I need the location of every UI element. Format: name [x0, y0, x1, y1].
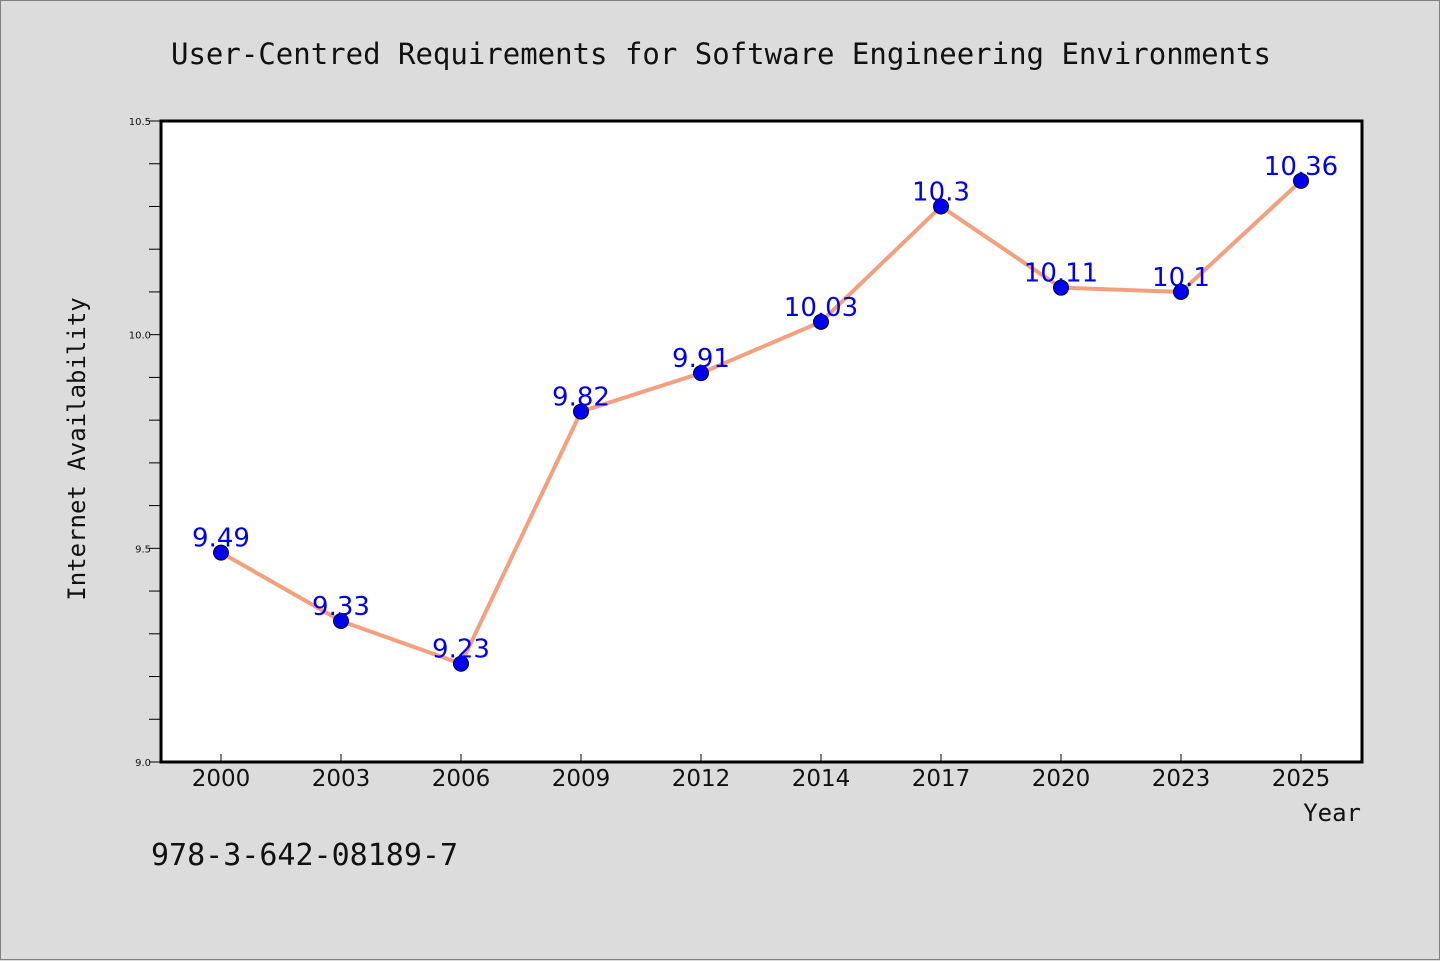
- data-point-marker: [1293, 172, 1309, 189]
- y-tick-label: 9.5: [135, 544, 151, 555]
- isbn-footer: 978-3-642-08189-7: [151, 838, 458, 873]
- x-tick-label: 2017: [912, 766, 971, 792]
- data-point-marker: [573, 403, 589, 420]
- y-tick-label: 10.0: [129, 331, 151, 342]
- x-tick-label: 2006: [432, 766, 491, 792]
- series-line-layer: [220, 179, 1303, 666]
- y-axis-label: Internet Availability: [63, 297, 91, 600]
- data-point-label: 10.03: [784, 293, 858, 323]
- series-line: [220, 179, 1303, 666]
- plot-area: [159, 119, 1364, 764]
- marker-layer: [213, 172, 1309, 672]
- x-axis-label: Year: [1303, 799, 1361, 827]
- data-point-marker: [813, 313, 829, 330]
- y-tick-label: 9.0: [135, 758, 151, 769]
- x-tick-label: 2009: [552, 766, 611, 792]
- data-point-marker: [453, 655, 469, 672]
- data-point-label: 9.91: [672, 344, 730, 374]
- data-point-label: 9.49: [192, 524, 250, 554]
- data-point-marker: [1053, 279, 1069, 296]
- data-point-marker: [333, 612, 349, 629]
- data-point-label: 10.1: [1152, 263, 1210, 293]
- data-point-label: 9.23: [432, 635, 490, 665]
- data-point-marker: [693, 365, 709, 382]
- data-point-label: 10.11: [1024, 259, 1098, 289]
- x-tick-label: 2000: [192, 766, 251, 792]
- data-point-marker: [213, 544, 229, 561]
- data-point-label: 10.3: [912, 177, 970, 207]
- y-tick-label: 10.5: [129, 117, 151, 128]
- data-point-marker: [1173, 283, 1189, 300]
- data-point-label: 10.36: [1264, 152, 1338, 182]
- x-tick-label: 2023: [1152, 766, 1211, 792]
- x-tick-label: 2025: [1272, 766, 1331, 792]
- data-point-marker: [933, 198, 949, 215]
- x-tick-label: 2020: [1032, 766, 1091, 792]
- y-axis: 9.0 9.5 10.0 10.5: [129, 117, 161, 769]
- data-point-label: 9.82: [552, 383, 610, 413]
- x-tick-label: 2014: [792, 766, 851, 792]
- data-point-label: 9.33: [312, 592, 370, 622]
- chart-title: User-Centred Requirements for Software E…: [171, 37, 1271, 71]
- data-label-layer: 9.49 9.33 9.23 9.82 9.91 10.03 10.3 10.11 10.1 10…: [192, 152, 1338, 665]
- x-tick-label: 2012: [672, 766, 731, 792]
- x-axis: 2000 2003 2006 2009 2012 2014 2017 2020 2023 2025: [192, 754, 1331, 792]
- x-tick-label: 2003: [312, 766, 371, 792]
